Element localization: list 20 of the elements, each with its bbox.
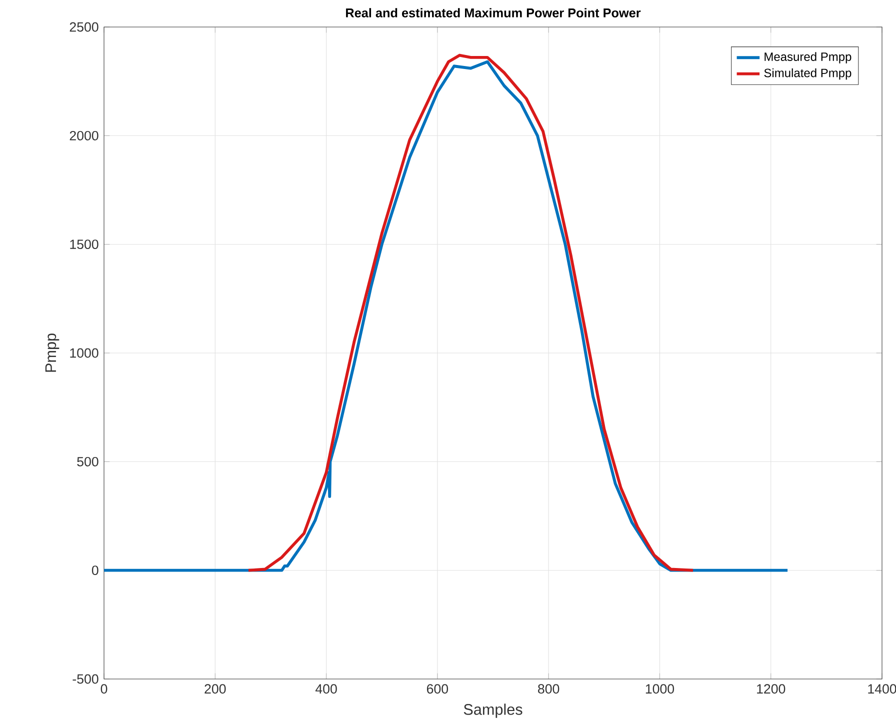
chart-title: Real and estimated Maximum Power Point Power bbox=[346, 8, 641, 18]
x-tick-label: 200 bbox=[204, 684, 226, 694]
x-tick-label: 0 bbox=[100, 684, 108, 694]
x-tick-label: 400 bbox=[315, 684, 337, 694]
y-axis-title: Pmpp bbox=[45, 334, 60, 372]
x-tick-label: 1400 bbox=[868, 684, 896, 694]
x-tick-label: 600 bbox=[426, 684, 448, 694]
x-tick-label: 1200 bbox=[757, 684, 786, 694]
legend-label: Measured Pmpp bbox=[764, 52, 852, 64]
x-axis-title: Samples bbox=[464, 704, 522, 718]
y-tick-label: 500 bbox=[77, 456, 98, 466]
y-tick-label: 2000 bbox=[70, 130, 98, 140]
y-tick-label: 1000 bbox=[70, 348, 98, 358]
legend-label: Simulated Pmpp bbox=[764, 68, 852, 80]
x-tick-label: 800 bbox=[538, 684, 560, 694]
y-tick-label: 0 bbox=[92, 566, 98, 576]
y-tick-label: 2500 bbox=[70, 22, 98, 32]
x-tick-label: 1000 bbox=[646, 684, 674, 694]
y-tick-label: -500 bbox=[72, 674, 98, 684]
y-tick-label: 1500 bbox=[70, 240, 98, 250]
